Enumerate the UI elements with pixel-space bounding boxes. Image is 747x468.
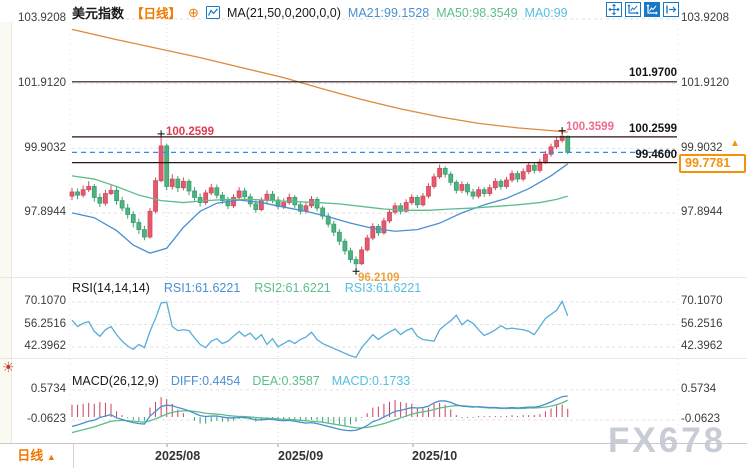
axis-label-macd: -0.0623 xyxy=(26,413,66,425)
period-selector-label: 日线 xyxy=(17,448,44,463)
rsi3-value: RSI3:61.6221 xyxy=(344,281,422,295)
axis-label-price: 97.8944 xyxy=(24,206,66,218)
ma-chart-icon[interactable] xyxy=(205,6,220,19)
date-label: 2025/10 xyxy=(412,449,458,463)
ma0-value: MA0:99 xyxy=(524,5,568,20)
level-label-100-26: 100.2599 xyxy=(629,123,677,135)
date-label: 2025/08 xyxy=(155,449,201,463)
time-axis-bar: 日线 ▲ 2025/08 2025/09 2025/10 xyxy=(0,443,747,468)
rsi-title[interactable]: RSI(14,14,14) xyxy=(72,281,150,295)
swing-low-label: 96.2109 xyxy=(358,272,400,284)
macd-title[interactable]: MACD(26,12,9) xyxy=(72,374,159,388)
axis-label-rsi: 56.2516 xyxy=(681,318,723,330)
current-price-tag: 99.7781 xyxy=(679,154,746,173)
axis-label-macd: 0.5734 xyxy=(681,383,717,395)
axis-label-price: 103.9208 xyxy=(681,12,729,24)
macd-header: MACD(26,12,9) DIFF:0.4454 DEA:0.3587 MAC… xyxy=(72,374,410,388)
ma21-value: MA21:99.1528 xyxy=(347,5,430,20)
axis-label-price: 101.9120 xyxy=(18,77,66,89)
axis-label-macd: 0.5734 xyxy=(30,383,66,395)
move-crosshair-icon[interactable] xyxy=(606,2,622,17)
period-tag: 【日线】 xyxy=(131,7,182,21)
chart-toolbar xyxy=(606,2,679,17)
axis-label-price: 99.9032 xyxy=(681,142,723,154)
swing-high-label-latest: 100.3599 xyxy=(566,121,614,133)
swing-high-label-july: 100.2599 xyxy=(166,126,214,138)
axis-label-rsi: 42.3962 xyxy=(681,340,723,352)
axis-label-price: 99.9032 xyxy=(24,142,66,154)
period-selector[interactable]: 日线 ▲ xyxy=(0,444,74,468)
axis-label-rsi: 70.1070 xyxy=(24,295,66,307)
rsi-header: RSI(14,14,14) RSI1:61.6221 RSI2:61.6221 … xyxy=(72,281,421,295)
price-up-arrow-icon: ▲ xyxy=(730,138,740,149)
axis-label-rsi: 70.1070 xyxy=(681,295,723,307)
axis-label-rsi: 42.3962 xyxy=(24,340,66,352)
rsi1-value: RSI1:61.6221 xyxy=(163,281,241,295)
axis-label-price: 101.9120 xyxy=(681,77,729,89)
axis-label-rsi: 56.2516 xyxy=(24,318,66,330)
symbol-title: 美元指数 xyxy=(72,6,125,21)
axis-scale-icon[interactable] xyxy=(625,2,641,17)
macd-diff-value: DIFF:0.4454 xyxy=(170,374,241,388)
go-to-latest-icon[interactable] xyxy=(663,2,679,17)
alert-sun-icon[interactable]: ☀ xyxy=(2,359,15,375)
left-margin-strip xyxy=(0,22,12,443)
chart-header: 美元指数 【日线】 ⊕ MA(21,50,0,200,0,0) MA21:99.… xyxy=(72,3,568,22)
macd-macd-value: MACD:0.1733 xyxy=(331,374,411,388)
ma-settings-label[interactable]: MA(21,50,0,200,0,0) xyxy=(226,5,341,20)
axis-label-price: 103.9208 xyxy=(18,12,66,24)
rsi2-value: RSI2:61.6221 xyxy=(254,281,331,295)
level-label-101-97: 101.9700 xyxy=(629,67,677,79)
axis-scale-active-icon[interactable] xyxy=(644,2,660,17)
ma50-value: MA50:98.3549 xyxy=(436,5,518,20)
date-label: 2025/09 xyxy=(278,449,324,463)
chevron-up-icon: ▲ xyxy=(46,452,56,462)
level-label-99-46: 99.4600 xyxy=(635,149,677,161)
watermark: FX678 xyxy=(608,421,727,460)
axis-label-price: 97.8944 xyxy=(681,206,723,218)
axis-label-macd: -0.0623 xyxy=(681,413,721,425)
macd-dea-value: DEA:0.3587 xyxy=(252,374,320,388)
add-indicator-icon[interactable]: ⊕ xyxy=(188,4,199,20)
